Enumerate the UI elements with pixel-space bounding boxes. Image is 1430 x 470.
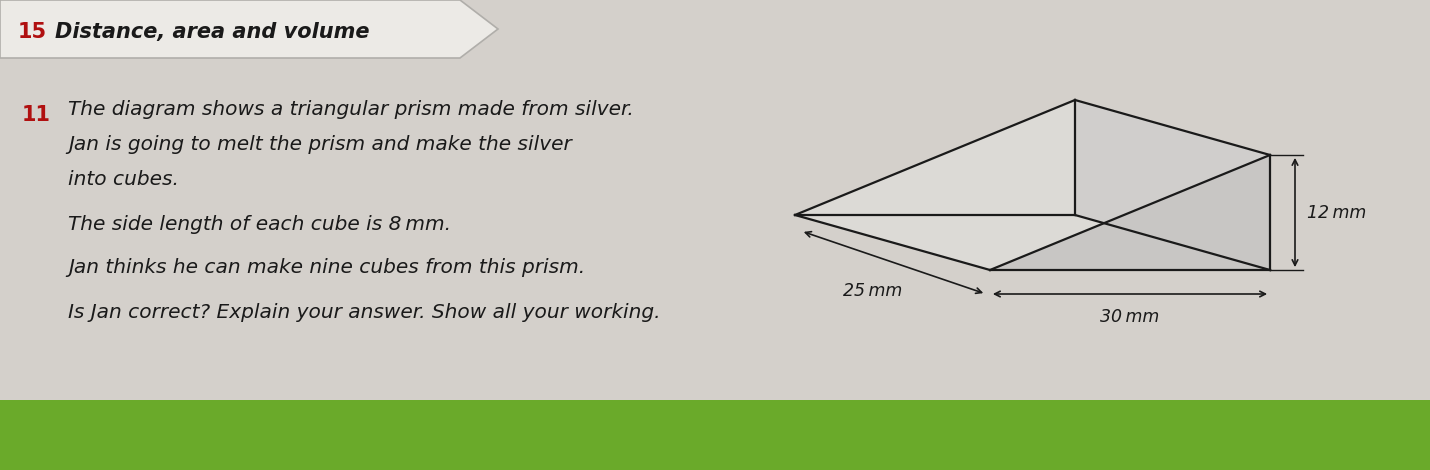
Polygon shape bbox=[795, 100, 1270, 270]
Polygon shape bbox=[990, 155, 1270, 270]
Bar bbox=[0, 400, 1430, 470]
Text: 30 mm: 30 mm bbox=[1100, 308, 1160, 326]
Text: Is Jan correct? Explain your answer. Show all your working.: Is Jan correct? Explain your answer. Sho… bbox=[69, 303, 661, 322]
Text: into cubes.: into cubes. bbox=[69, 170, 179, 189]
Text: 11: 11 bbox=[21, 105, 51, 125]
Text: The diagram shows a triangular prism made from silver.: The diagram shows a triangular prism mad… bbox=[69, 100, 633, 119]
Text: Jan thinks he can make nine cubes from this prism.: Jan thinks he can make nine cubes from t… bbox=[69, 258, 585, 277]
Polygon shape bbox=[795, 100, 1075, 215]
Text: 12 mm: 12 mm bbox=[1307, 204, 1366, 221]
Text: Distance, area and volume: Distance, area and volume bbox=[54, 22, 369, 42]
Text: 15: 15 bbox=[19, 22, 47, 42]
Polygon shape bbox=[0, 0, 498, 58]
Polygon shape bbox=[1075, 100, 1270, 270]
Polygon shape bbox=[795, 215, 1270, 270]
Text: 25 mm: 25 mm bbox=[842, 282, 902, 300]
Text: The side length of each cube is 8 mm.: The side length of each cube is 8 mm. bbox=[69, 215, 450, 234]
Text: Jan is going to melt the prism and make the silver: Jan is going to melt the prism and make … bbox=[69, 135, 572, 154]
